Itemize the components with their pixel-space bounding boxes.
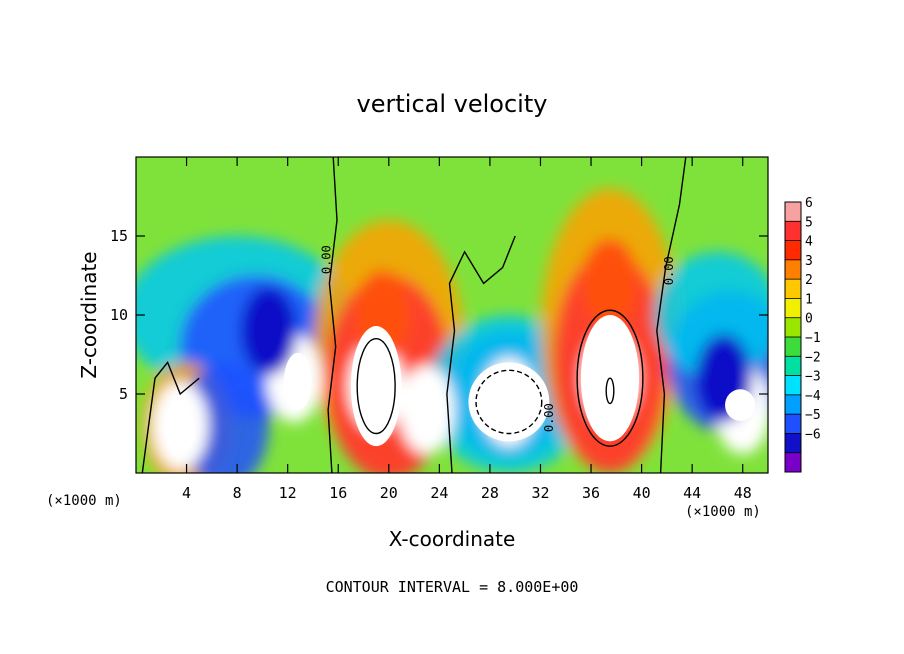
colorbar-label: −3 (805, 370, 821, 385)
x-tick-label: 24 (430, 484, 448, 502)
chart-title: vertical velocity (357, 90, 548, 118)
field-core (165, 411, 196, 453)
plot-field: 0.00 0.00 0.00 (136, 157, 768, 473)
colorbar-label: 2 (805, 273, 813, 288)
contour-zero-line (446, 235, 516, 473)
x-tick-label: 28 (481, 484, 499, 502)
colorbar-swatch (785, 356, 801, 377)
colorbar-swatch (785, 317, 801, 338)
contour-ring (576, 309, 644, 447)
x-tick-label: 36 (582, 484, 600, 502)
y-axis-ticks: 5 10 15 (110, 227, 768, 403)
y-tick-label: 15 (110, 227, 128, 245)
x-tick-label: 8 (233, 484, 242, 502)
x-axis-ticks: 4 8 12 16 20 24 28 32 36 40 44 48 (182, 157, 752, 502)
colorbar-swatch (785, 221, 801, 242)
colorbar-label: 3 (805, 254, 813, 269)
field-cell (582, 239, 638, 328)
colorbar-label: 5 (805, 215, 813, 230)
x-unit-left: (×1000 m) (46, 493, 122, 509)
x-unit-right: (×1000 m) (685, 504, 761, 520)
y-axis-label: Z-coordinate (77, 251, 101, 378)
colorbar-label: −6 (805, 427, 821, 442)
x-tick-label: 16 (329, 484, 347, 502)
contour-ring-negative (475, 369, 543, 435)
colorbar-swatch (785, 202, 801, 222)
colorbar: 6 5 4 3 2 1 0 −1 −2 −3 −4 −5 −6 (784, 196, 821, 473)
colorbar-swatch (785, 298, 801, 319)
x-tick-label: 12 (279, 484, 297, 502)
colorbar-swatch (785, 375, 801, 396)
colorbar-label: 4 (805, 235, 813, 250)
colorbar-swatch (785, 452, 801, 473)
colorbar-label: −2 (805, 350, 821, 365)
colorbar-label: 6 (805, 196, 813, 211)
colorbar-label: 1 (805, 292, 813, 307)
colorbar-label: −1 (805, 331, 821, 346)
x-tick-label: 4 (182, 484, 191, 502)
x-tick-label: 20 (380, 484, 398, 502)
contour-label: 0.00 (320, 245, 334, 274)
field-cell (240, 286, 297, 376)
colorbar-swatch (785, 240, 801, 261)
contour-ring (356, 338, 396, 435)
contour-zero-line (327, 157, 338, 473)
x-tick-label: 40 (633, 484, 651, 502)
colorbar-label: −4 (805, 389, 821, 404)
x-tick-label: 44 (683, 484, 701, 502)
contour-interval-note: CONTOUR INTERVAL = 8.000E+00 (326, 578, 579, 596)
field-cell (398, 365, 455, 455)
field-core (283, 352, 312, 410)
contour-zero-line (141, 361, 200, 473)
field-core (725, 389, 756, 421)
contour-ring (605, 377, 615, 405)
colorbar-label: 0 (805, 312, 813, 327)
colorbar-swatch (785, 433, 801, 454)
colorbar-swatch (785, 337, 801, 357)
colorbar-swatch (785, 279, 801, 299)
x-tick-label: 48 (734, 484, 752, 502)
contour-label: 0.00 (542, 403, 556, 432)
field-core (468, 362, 550, 442)
colorbar-swatch (785, 414, 801, 434)
colorbar-label: −5 (805, 408, 821, 423)
x-axis-label: X-coordinate (389, 527, 516, 551)
contour-label: 0.00 (662, 256, 676, 285)
contour-zero-line (656, 157, 687, 473)
field-core (350, 326, 402, 447)
colorbar-swatch (785, 259, 801, 280)
colorbar-swatch (785, 394, 801, 415)
y-tick-label: 10 (110, 306, 128, 324)
x-tick-label: 32 (531, 484, 549, 502)
y-tick-label: 5 (119, 385, 128, 403)
